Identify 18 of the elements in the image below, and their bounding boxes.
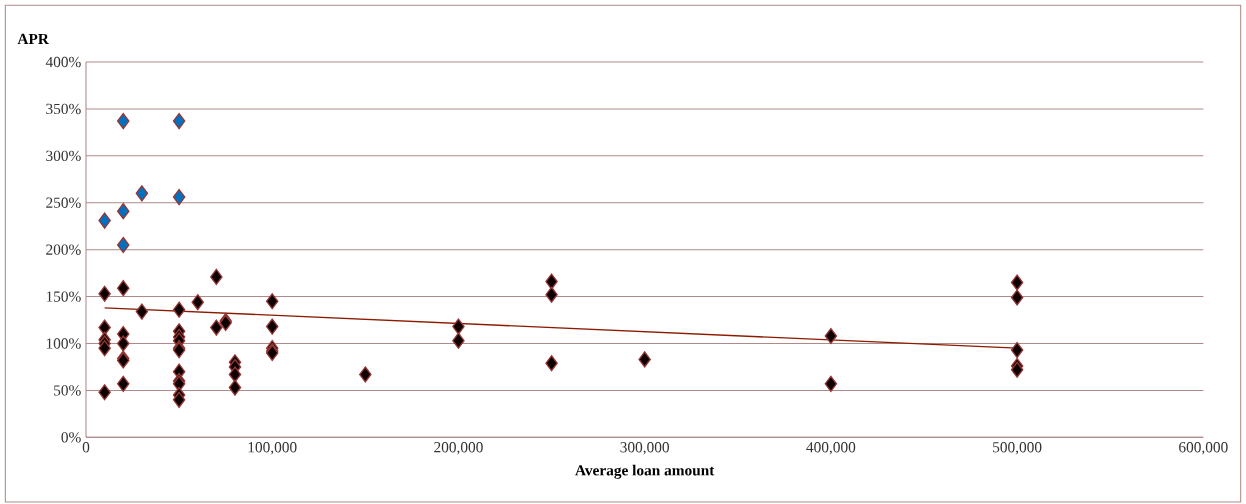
y-tick-label: 50% (54, 385, 81, 396)
y-tick-label: 250% (46, 197, 81, 208)
x-tick-label: 200,000 (434, 442, 483, 455)
x-tick-label: 300,000 (620, 442, 670, 455)
y-tick-label: 200% (46, 244, 81, 255)
y-axis-title: APR (17, 33, 50, 44)
y-tick-label: 300% (46, 150, 81, 162)
x-tick-label: 600,000 (1179, 442, 1228, 455)
x-axis-title: Average loan amount (575, 464, 715, 479)
x-tick-label: 100,000 (248, 442, 297, 455)
x-tick-label: 400,000 (806, 442, 856, 455)
x-tick-label: 0 (82, 442, 90, 453)
y-tick-label: 0% (61, 432, 81, 443)
y-tick-label: 150% (46, 291, 81, 302)
y-tick-label: 350% (46, 103, 81, 115)
y-tick-label: 100% (46, 338, 81, 349)
x-tick-label: 500,000 (993, 442, 1042, 455)
y-tick-label: 400% (45, 56, 81, 68)
